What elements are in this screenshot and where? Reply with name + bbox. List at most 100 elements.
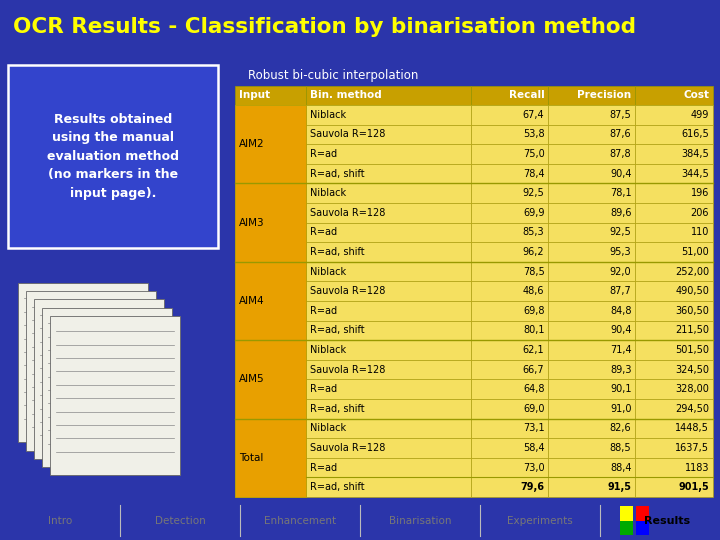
Text: 53,8: 53,8 [523,130,544,139]
Text: R=ad, shift: R=ad, shift [310,168,365,179]
Bar [235,477,307,497]
Text: 89,6: 89,6 [610,208,631,218]
Bar [549,321,636,340]
Bar [636,184,713,203]
Text: 58,4: 58,4 [523,443,544,453]
Bar [471,144,549,164]
Text: Sauvola R=128: Sauvola R=128 [310,130,386,139]
Text: 48,6: 48,6 [523,286,544,296]
Bar [636,521,649,535]
Text: Experiments: Experiments [507,516,573,525]
Bar [549,144,636,164]
Bar [42,308,172,467]
Text: 499: 499 [690,110,709,120]
Text: Bin. method: Bin. method [310,90,382,100]
Text: 90,4: 90,4 [610,168,631,179]
Text: 91,5: 91,5 [608,482,631,492]
Text: 89,3: 89,3 [610,364,631,375]
Bar [636,321,713,340]
Bar [235,242,307,262]
Text: 78,1: 78,1 [610,188,631,198]
Text: Binarisation: Binarisation [389,516,451,525]
Bar [307,380,471,399]
Text: Results: Results [644,516,690,525]
Bar [235,203,307,222]
Bar [636,242,713,262]
Bar [235,458,307,477]
Bar [307,301,471,321]
Text: 78,4: 78,4 [523,168,544,179]
Text: 66,7: 66,7 [523,364,544,375]
Bar [307,262,471,281]
Bar [471,301,549,321]
Bar [549,301,636,321]
Text: Precision: Precision [577,90,631,100]
Text: AIM3: AIM3 [239,218,265,228]
Bar [307,340,471,360]
Bar [34,300,164,459]
Text: 90,1: 90,1 [610,384,631,394]
Bar [471,477,549,497]
Text: 92,5: 92,5 [610,227,631,238]
Bar [235,144,307,164]
Bar [549,477,636,497]
Text: 88,5: 88,5 [610,443,631,453]
Bar [636,281,713,301]
Bar [636,85,713,105]
Bar [471,458,549,477]
Bar [471,184,549,203]
Bar [307,360,471,380]
Text: Total: Total [239,453,264,463]
Bar [549,340,636,360]
Bar [471,125,549,144]
Bar [636,340,713,360]
Bar [307,242,471,262]
Bar [235,340,307,360]
Text: 616,5: 616,5 [681,130,709,139]
Text: 252,00: 252,00 [675,267,709,276]
Bar [636,360,713,380]
Bar [307,184,471,203]
Bar [549,438,636,458]
Text: R=ad, shift: R=ad, shift [310,404,365,414]
Bar [307,458,471,477]
Bar [235,418,307,497]
Text: 91,0: 91,0 [610,404,631,414]
Bar [471,242,549,262]
Text: 73,1: 73,1 [523,423,544,434]
Text: 384,5: 384,5 [681,149,709,159]
Text: Niblack: Niblack [310,345,346,355]
Text: 1448,5: 1448,5 [675,423,709,434]
Text: 96,2: 96,2 [523,247,544,257]
Text: AIM5: AIM5 [239,374,265,384]
Text: 90,4: 90,4 [610,326,631,335]
Bar [235,184,307,203]
Text: Cost: Cost [683,90,709,100]
Bar [307,222,471,242]
Text: 51,00: 51,00 [681,247,709,257]
Bar [636,399,713,418]
Bar [307,321,471,340]
Bar [235,360,307,380]
Bar [307,281,471,301]
Text: Niblack: Niblack [310,423,346,434]
Bar [636,438,713,458]
Text: 78,5: 78,5 [523,267,544,276]
Text: R=ad: R=ad [310,149,338,159]
Bar [471,321,549,340]
Bar [307,125,471,144]
Text: 82,6: 82,6 [610,423,631,434]
Text: R=ad, shift: R=ad, shift [310,326,365,335]
Bar [549,262,636,281]
Bar [636,164,713,184]
Bar [235,262,307,340]
Text: 87,7: 87,7 [610,286,631,296]
Bar [471,281,549,301]
Text: R=ad: R=ad [310,306,338,316]
Bar [471,262,549,281]
Bar [235,262,307,281]
Text: 80,1: 80,1 [523,326,544,335]
Bar [549,281,636,301]
Text: R=ad: R=ad [310,463,338,472]
Bar [549,125,636,144]
